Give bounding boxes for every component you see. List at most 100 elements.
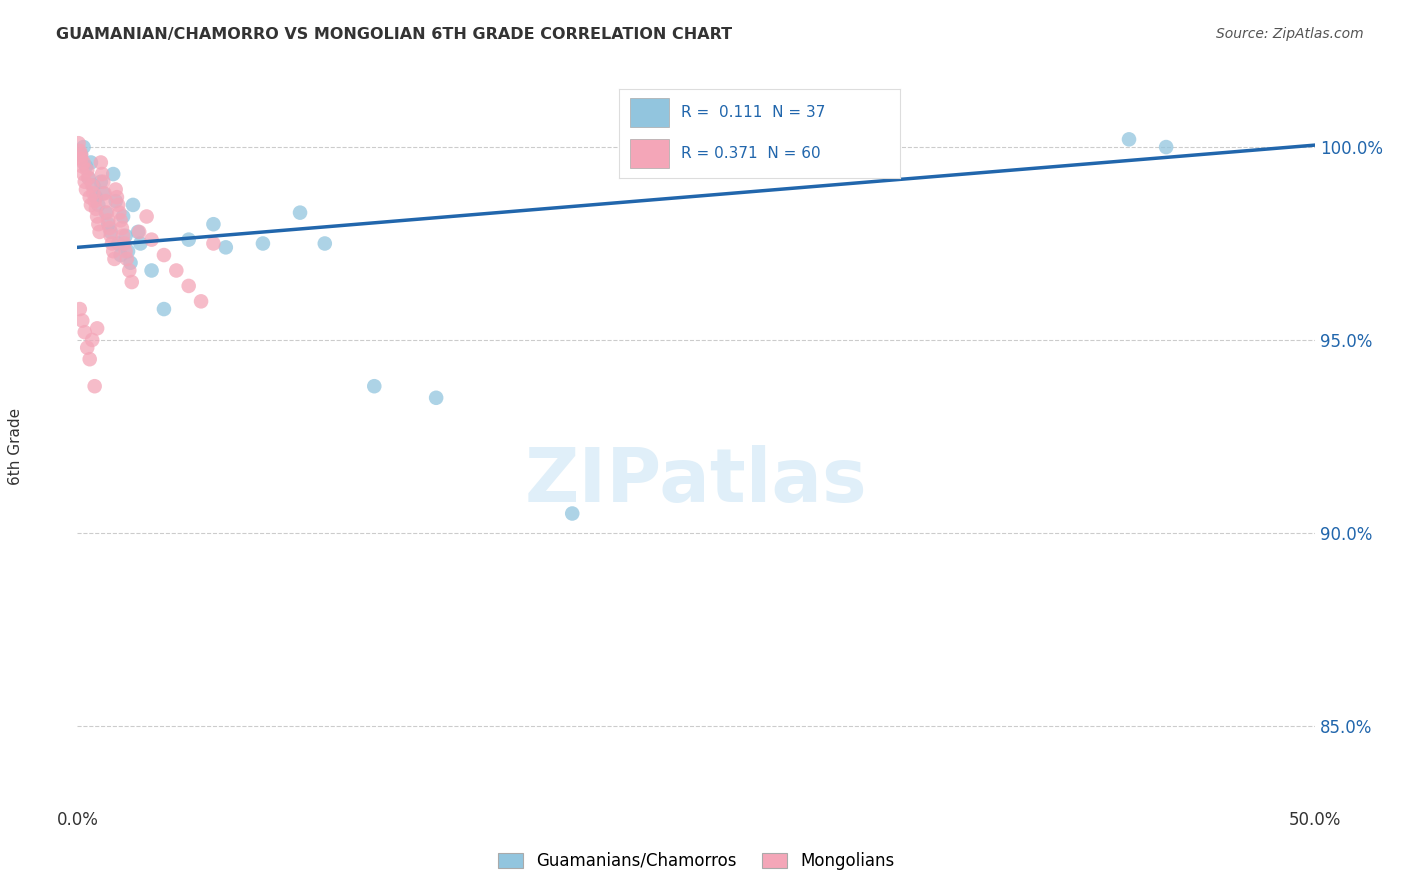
Point	[69, 301, 91, 316]
Point	[80, 155, 103, 169]
Point	[135, 210, 157, 224]
Point	[70, 152, 93, 166]
Point	[114, 228, 136, 243]
Point	[103, 167, 125, 181]
Point	[67, 136, 90, 151]
Point	[76, 341, 98, 355]
Point	[91, 167, 114, 181]
Point	[77, 170, 100, 185]
Point	[112, 228, 135, 243]
Legend: Guamanians/Chamorros, Mongolians: Guamanians/Chamorros, Mongolians	[491, 846, 901, 877]
FancyBboxPatch shape	[630, 139, 669, 168]
Point	[97, 217, 120, 231]
Point	[202, 217, 225, 231]
Point	[110, 213, 132, 227]
Point	[108, 205, 131, 219]
Point	[105, 190, 128, 204]
Point	[82, 178, 104, 193]
Point	[177, 233, 200, 247]
Point	[129, 236, 152, 251]
Point	[121, 275, 143, 289]
Point	[117, 244, 139, 259]
Point	[91, 175, 114, 189]
Point	[73, 175, 96, 189]
Point	[89, 225, 111, 239]
Point	[190, 294, 212, 309]
Point	[91, 186, 114, 201]
Point	[111, 221, 134, 235]
Point	[202, 236, 225, 251]
Point	[93, 186, 115, 201]
Point	[72, 167, 94, 181]
Point	[82, 178, 104, 193]
Point	[72, 313, 94, 327]
Point	[122, 198, 145, 212]
Point	[80, 198, 103, 212]
Point	[82, 333, 104, 347]
Point	[86, 210, 108, 224]
Text: 6th Grade: 6th Grade	[8, 408, 22, 484]
Point	[1154, 140, 1177, 154]
Point	[94, 205, 117, 219]
Point	[79, 190, 101, 204]
Point	[75, 182, 97, 196]
Point	[79, 352, 101, 367]
Point	[128, 225, 150, 239]
Point	[87, 217, 110, 231]
Point	[112, 210, 135, 224]
Text: Source: ZipAtlas.com: Source: ZipAtlas.com	[1216, 27, 1364, 41]
Point	[73, 325, 96, 339]
Point	[153, 301, 176, 316]
Point	[72, 159, 94, 173]
Point	[118, 263, 141, 277]
Point	[90, 175, 112, 189]
FancyBboxPatch shape	[630, 98, 669, 127]
Point	[314, 236, 336, 251]
Point	[84, 202, 107, 216]
Point	[100, 225, 122, 239]
Point	[141, 263, 163, 277]
Point	[107, 236, 129, 251]
Point	[363, 379, 385, 393]
Point	[77, 170, 100, 185]
Point	[177, 279, 200, 293]
Text: R = 0.371  N = 60: R = 0.371 N = 60	[681, 146, 820, 161]
Point	[82, 186, 104, 201]
Text: GUAMANIAN/CHAMORRO VS MONGOLIAN 6TH GRADE CORRELATION CHART: GUAMANIAN/CHAMORRO VS MONGOLIAN 6TH GRAD…	[56, 27, 733, 42]
Point	[103, 252, 125, 266]
Point	[1118, 132, 1140, 146]
Text: R =  0.111  N = 37: R = 0.111 N = 37	[681, 105, 825, 120]
Point	[215, 240, 238, 254]
Point	[127, 225, 149, 239]
Point	[100, 228, 122, 243]
Point	[84, 190, 107, 204]
Point	[75, 159, 97, 173]
Point	[561, 507, 583, 521]
Point	[252, 236, 274, 251]
Point	[114, 244, 136, 259]
Point	[103, 244, 125, 259]
Point	[83, 379, 105, 393]
Point	[72, 140, 94, 154]
Point	[87, 198, 110, 212]
Point	[107, 198, 129, 212]
Point	[83, 194, 105, 208]
Point	[153, 248, 176, 262]
Text: ZIPatlas: ZIPatlas	[524, 445, 868, 518]
Point	[97, 213, 120, 227]
Point	[69, 144, 91, 158]
Point	[120, 256, 142, 270]
Point	[86, 321, 108, 335]
Point	[104, 182, 127, 196]
Point	[104, 194, 127, 208]
Point	[425, 391, 447, 405]
Point	[70, 148, 93, 162]
Point	[72, 155, 94, 169]
Point	[115, 252, 138, 266]
Point	[94, 194, 117, 208]
Point	[98, 221, 121, 235]
Point	[110, 248, 132, 262]
Point	[101, 236, 124, 251]
Point	[112, 236, 135, 251]
Point	[90, 155, 112, 169]
